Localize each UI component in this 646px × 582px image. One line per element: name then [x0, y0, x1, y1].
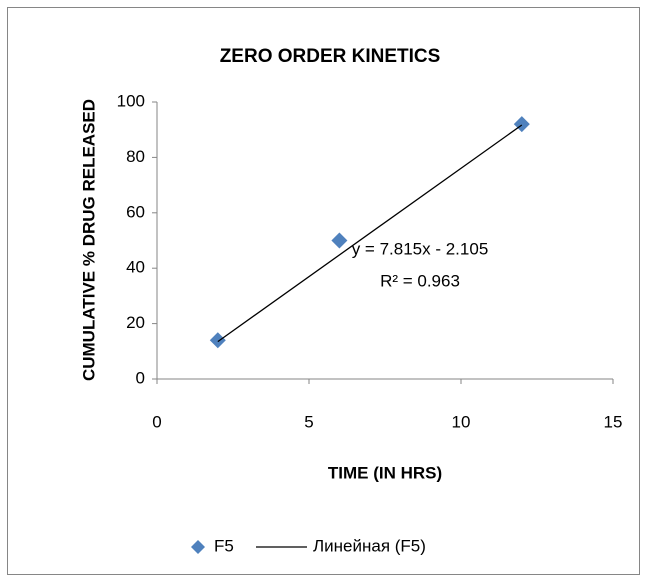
x-tick-label: 15	[604, 412, 623, 431]
trendline	[217, 124, 523, 343]
y-tick-label: 40	[126, 258, 145, 277]
y-tick-label: 20	[126, 313, 145, 332]
y-tick-label: 100	[117, 91, 145, 110]
legend-marker	[191, 540, 205, 554]
chart-title: ZERO ORDER KINETICS	[220, 46, 441, 67]
legend-label: Линейная (F5)	[313, 536, 426, 555]
data-point	[209, 332, 226, 349]
x-axis-title: TIME (IN HRS)	[328, 463, 442, 482]
chart-border	[7, 7, 640, 575]
x-tick-label: 5	[304, 412, 313, 431]
y-tick-label: 0	[136, 368, 145, 387]
legend-label: F5	[214, 536, 234, 555]
x-tick-label: 0	[152, 412, 161, 431]
r-squared: R² = 0.963	[380, 271, 460, 290]
x-tick-label: 10	[452, 412, 471, 431]
equation: y = 7.815x - 2.105	[352, 239, 489, 258]
y-tick-label: 80	[126, 147, 145, 166]
y-tick-label: 60	[126, 202, 145, 221]
y-axis-title: CUMULATIVE % DRUG RELEASED	[79, 99, 98, 381]
data-point	[331, 232, 348, 249]
